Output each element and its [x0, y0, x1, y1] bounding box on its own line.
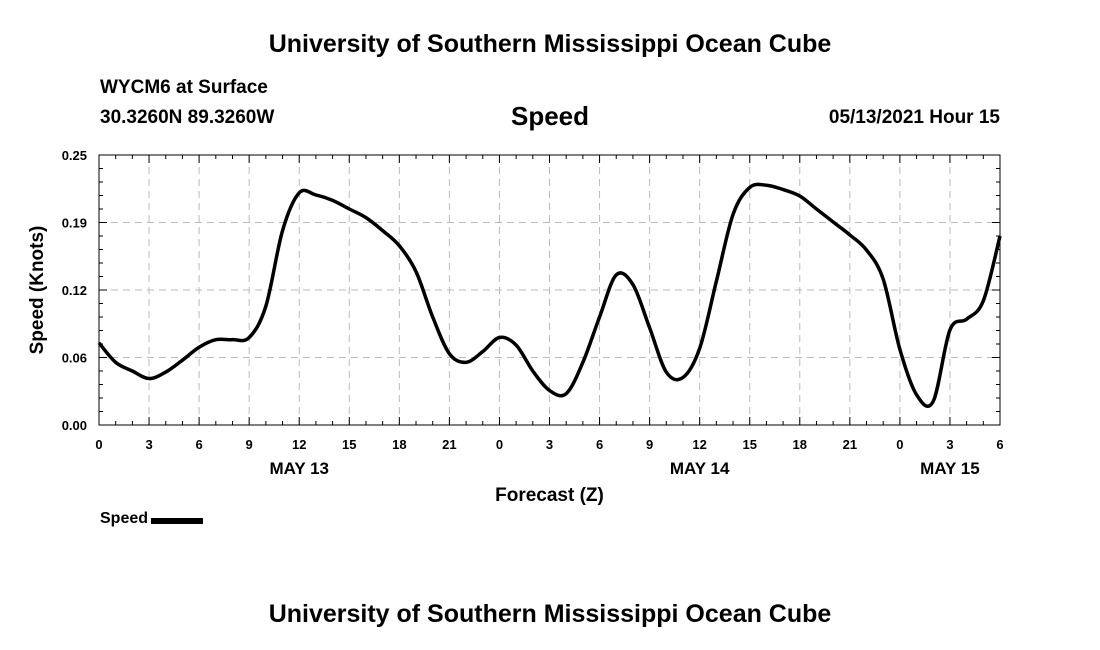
x-tick-label: 6: [195, 437, 202, 452]
y-tick-label: 0.06: [62, 351, 87, 366]
date-label: MAY 13: [269, 459, 329, 478]
x-tick-label: 3: [946, 437, 953, 452]
x-tick-label: 0: [95, 437, 102, 452]
x-tick-label: 15: [342, 437, 356, 452]
chart-variable-title: Speed: [510, 101, 590, 131]
x-tick-label: 9: [646, 437, 653, 452]
page-title-top: University of Southern Mississippi Ocean…: [268, 30, 832, 58]
station-coordinates: 30.3260N 89.3260W: [100, 107, 275, 128]
legend: Speed: [100, 510, 204, 528]
date-label: MAY 14: [670, 459, 730, 478]
y-tick-label: 0.25: [62, 148, 87, 163]
x-tick-label: 3: [546, 437, 553, 452]
x-tick-label: 18: [392, 437, 406, 452]
x-axis-title: Forecast (Z): [495, 485, 604, 506]
x-tick-label: 15: [742, 437, 756, 452]
chart-datetime: 05/13/2021 Hour 15: [828, 107, 1000, 128]
y-tick-label: 0.19: [62, 216, 87, 231]
x-tick-label: 6: [996, 437, 1003, 452]
x-tick-label: 9: [246, 437, 253, 452]
legend-swatch: [151, 518, 204, 524]
x-tick-label: 18: [793, 437, 807, 452]
x-tick-label: 3: [145, 437, 152, 452]
y-tick-label: 0.12: [62, 283, 87, 298]
series-line-speed: [97, 182, 1002, 408]
x-tick-label: 12: [692, 437, 706, 452]
x-tick-label: 0: [896, 437, 903, 452]
y-axis-title: Speed (Knots): [27, 226, 48, 355]
y-tick-label: 0.00: [62, 418, 87, 433]
x-tick-label: 21: [442, 437, 456, 452]
x-tick-label: 0: [496, 437, 503, 452]
station-label: WYCM6 at Surface: [100, 77, 268, 98]
date-label: MAY 15: [920, 459, 980, 478]
legend-label: Speed: [100, 510, 149, 527]
x-tick-label: 6: [596, 437, 603, 452]
plot-frame: [98, 154, 1001, 426]
x-tick-label: 21: [843, 437, 857, 452]
x-tick-label: 12: [292, 437, 306, 452]
page-title-bottom: University of Southern Mississippi Ocean…: [268, 600, 832, 628]
